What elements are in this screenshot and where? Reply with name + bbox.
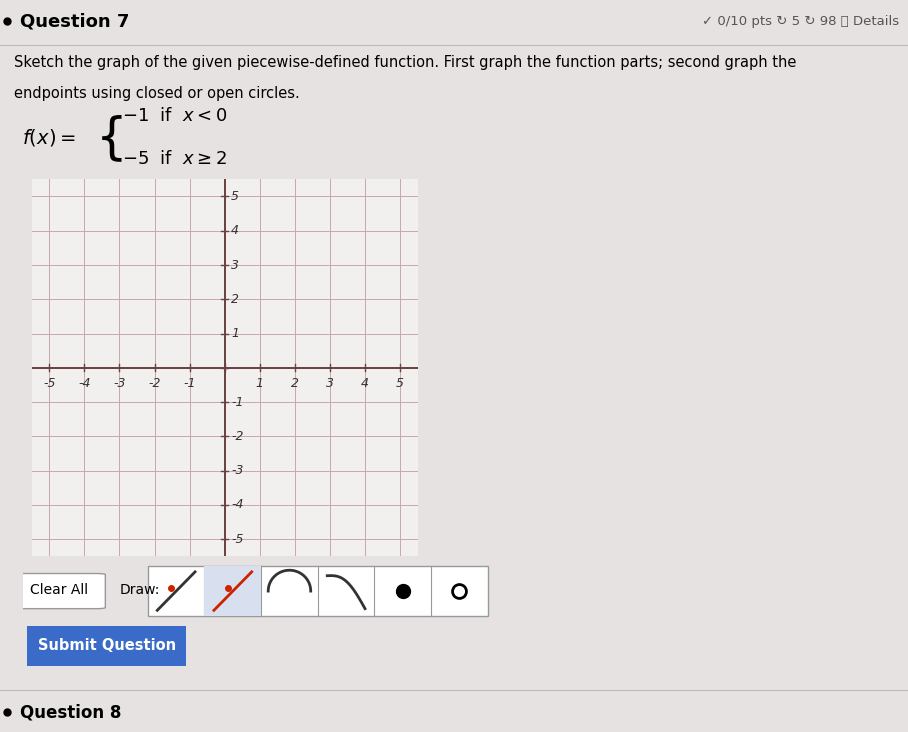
Text: -2: -2: [231, 430, 243, 443]
Text: Sketch the graph of the given piecewise-defined function. First graph the functi: Sketch the graph of the given piecewise-…: [14, 55, 796, 70]
Text: Submit Question: Submit Question: [37, 638, 176, 654]
Text: 3: 3: [326, 378, 334, 390]
Text: 1: 1: [231, 327, 239, 340]
Text: 3: 3: [231, 258, 239, 272]
Text: -1: -1: [183, 378, 196, 390]
Text: 2: 2: [231, 293, 239, 306]
Text: -2: -2: [148, 378, 161, 390]
FancyBboxPatch shape: [204, 567, 262, 616]
Text: 1: 1: [256, 378, 264, 390]
Text: Draw:: Draw:: [120, 583, 160, 597]
Text: Clear All: Clear All: [30, 583, 88, 597]
Text: -4: -4: [78, 378, 91, 390]
Text: -5: -5: [231, 533, 243, 545]
Text: 4: 4: [231, 224, 239, 237]
Text: Question 7: Question 7: [20, 12, 129, 31]
Text: $-1$  if  $x < 0$: $-1$ if $x < 0$: [122, 107, 228, 124]
Text: -3: -3: [231, 464, 243, 477]
Text: endpoints using closed or open circles.: endpoints using closed or open circles.: [14, 86, 300, 101]
Text: Question 8: Question 8: [20, 703, 122, 721]
FancyBboxPatch shape: [14, 574, 105, 609]
Text: $\{$: $\{$: [95, 113, 123, 164]
Text: $f(x) =$: $f(x) =$: [22, 127, 75, 148]
Text: $-5$  if  $x \geq 2$: $-5$ if $x \geq 2$: [122, 150, 227, 168]
Text: 5: 5: [231, 190, 239, 203]
Text: -1: -1: [231, 395, 243, 408]
Text: -3: -3: [114, 378, 125, 390]
FancyBboxPatch shape: [19, 624, 194, 668]
Text: -4: -4: [231, 498, 243, 512]
Text: ✓ 0/10 pts ↻ 5 ↻ 98 ⓘ Details: ✓ 0/10 pts ↻ 5 ↻ 98 ⓘ Details: [702, 15, 899, 28]
Text: 4: 4: [361, 378, 369, 390]
Text: 2: 2: [291, 378, 299, 390]
FancyBboxPatch shape: [148, 567, 488, 616]
Text: -5: -5: [43, 378, 55, 390]
Text: 5: 5: [396, 378, 404, 390]
